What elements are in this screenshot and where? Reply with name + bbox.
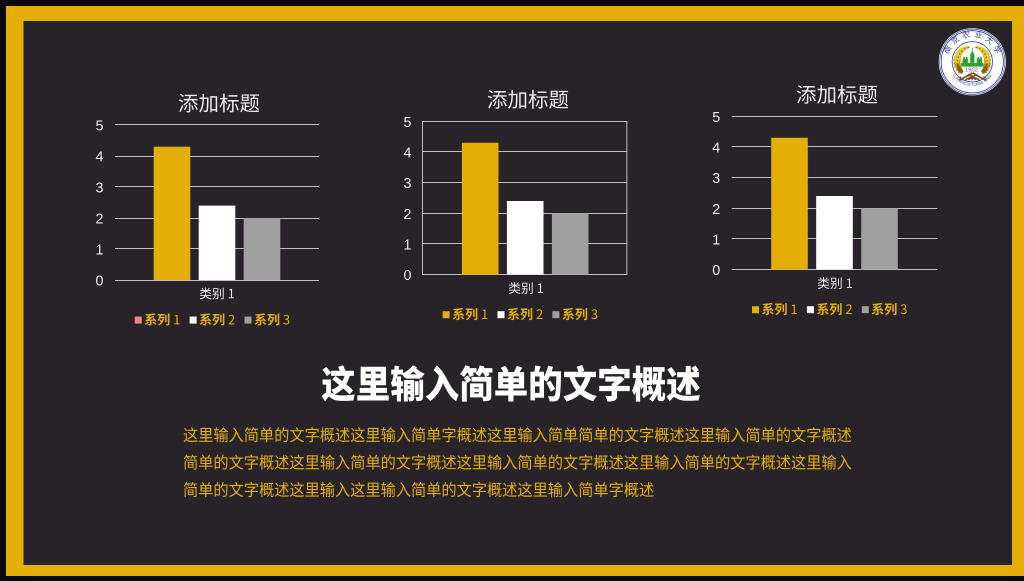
svg-text:5: 5 [404,115,412,131]
svg-text:1: 1 [96,243,104,259]
svg-text:5: 5 [96,119,104,135]
svg-text:3: 3 [712,171,720,187]
svg-text:2: 2 [404,207,412,223]
svg-text:4: 4 [712,141,720,157]
svg-text:1902: 1902 [965,68,978,74]
svg-text:2: 2 [96,212,104,228]
svg-text:0: 0 [404,268,412,284]
svg-text:3: 3 [404,176,412,192]
svg-text:3: 3 [96,181,104,197]
svg-text:1: 1 [712,233,720,249]
svg-text:2: 2 [712,202,720,218]
svg-text:5: 5 [712,110,720,126]
svg-text:0: 0 [712,263,720,279]
svg-text:4: 4 [96,150,104,166]
svg-text:4: 4 [404,146,412,162]
svg-text:1: 1 [404,238,412,254]
svg-text:0: 0 [96,274,104,290]
